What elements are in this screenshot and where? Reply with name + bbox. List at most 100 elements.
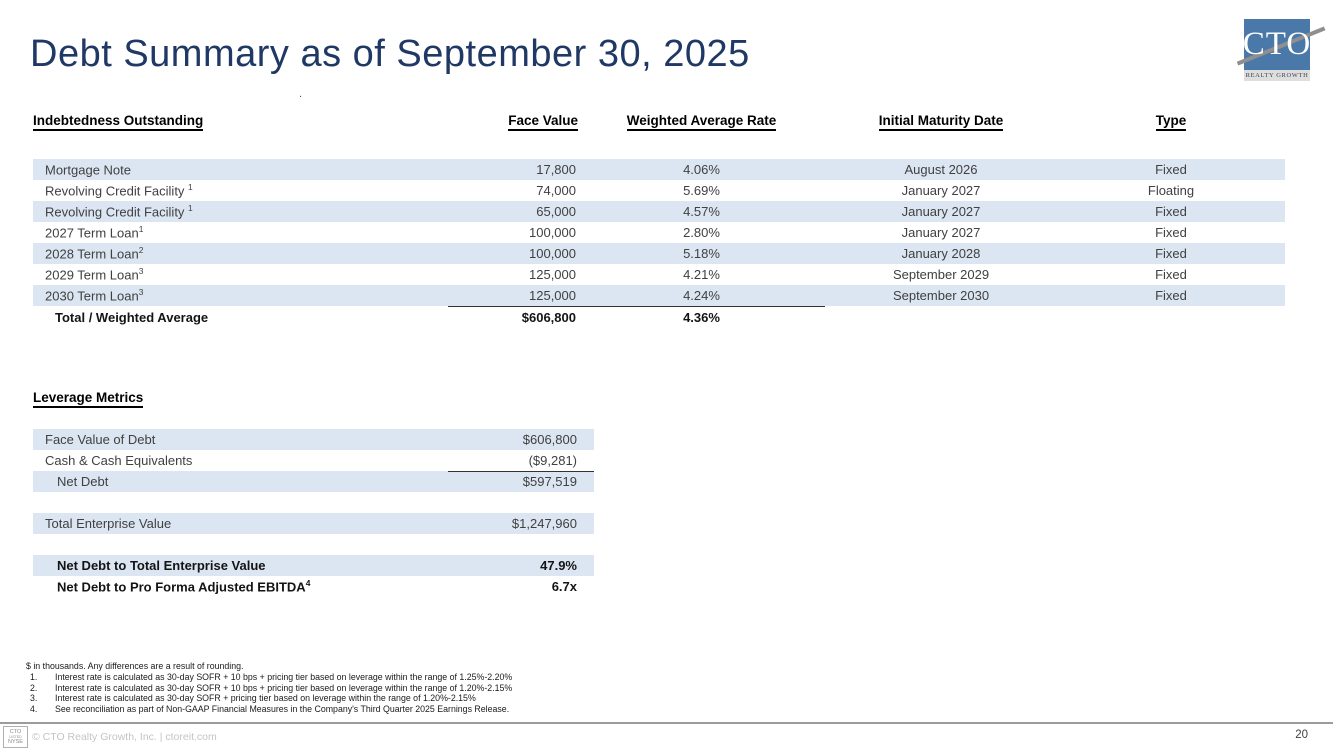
table-row: 2028 Term Loan2 100,000 5.18% January 20… xyxy=(33,243,1285,264)
cell-debt-name: 2027 Term Loan1 xyxy=(45,224,144,241)
footnote-text: Interest rate is calculated as 30-day SO… xyxy=(55,693,476,704)
table-header-row: Indebtedness Outstanding Face Value Weig… xyxy=(33,113,1285,137)
cell-face-value: 65,000 xyxy=(448,201,578,222)
cell-rate: 5.69% xyxy=(683,183,720,198)
cell-maturity: August 2026 xyxy=(825,159,1057,180)
footnote-number: 4. xyxy=(30,704,38,715)
cell-type: Fixed xyxy=(1057,201,1285,222)
page-number: 20 xyxy=(1295,729,1308,741)
total-rate: 4.36% xyxy=(683,309,720,325)
indebtedness-table: Indebtedness Outstanding Face Value Weig… xyxy=(33,113,1285,328)
table-row: Revolving Credit Facility 1 65,000 4.57%… xyxy=(33,201,1285,222)
col-header-type: Type xyxy=(1057,113,1285,137)
spacer-row xyxy=(33,492,594,513)
metric-value: ($9,281) xyxy=(448,450,594,472)
table-row: Face Value of Debt $606,800 xyxy=(33,429,594,450)
cell-type: Fixed xyxy=(1057,243,1285,264)
cell-debt-name: Revolving Credit Facility 1 xyxy=(45,182,193,199)
total-face-value: $606,800 xyxy=(521,309,576,325)
metric-value: 47.9% xyxy=(448,555,594,576)
cell-maturity: January 2027 xyxy=(825,201,1057,222)
spacer-row xyxy=(33,137,1285,159)
metric-label: Total Enterprise Value xyxy=(33,513,448,534)
footnote-text: See reconciliation as part of Non-GAAP F… xyxy=(55,704,510,715)
cell-face-value: 125,000 xyxy=(448,285,578,307)
total-row: Total / Weighted Average $606,800 4.36% xyxy=(33,306,1285,328)
copyright-text: © CTO Realty Growth, Inc. | ctoreit.com xyxy=(32,731,217,743)
cell-rate: 4.21% xyxy=(683,267,720,282)
cell-debt-name: Mortgage Note xyxy=(33,159,448,180)
cell-debt-name: 2030 Term Loan3 xyxy=(33,285,448,306)
table-row: 2027 Term Loan1 100,000 2.80% January 20… xyxy=(33,222,1285,243)
metric-value: $606,800 xyxy=(448,429,594,450)
table-row: Revolving Credit Facility 1 74,000 5.69%… xyxy=(33,180,1285,201)
footnote-item: 3. Interest rate is calculated as 30-day… xyxy=(26,693,666,704)
cell-type: Fixed xyxy=(1155,225,1187,240)
leverage-metrics-heading: Leverage Metrics xyxy=(33,390,144,408)
page-title: Debt Summary as of September 30, 2025 xyxy=(30,33,750,75)
cell-face-value: 100,000 xyxy=(529,225,576,240)
table-row: Total Enterprise Value $1,247,960 xyxy=(33,513,594,534)
footnote-item: 2. Interest rate is calculated as 30-day… xyxy=(26,683,666,694)
table-row: Net Debt $597,519 xyxy=(33,471,594,492)
cell-debt-name: 2029 Term Loan3 xyxy=(45,266,144,283)
footnote-intro: $ in thousands. Any differences are a re… xyxy=(26,661,244,671)
empty-cell xyxy=(825,306,1057,328)
leverage-metrics-table: Face Value of Debt $606,800 Cash & Cash … xyxy=(33,429,594,597)
footnotes: $ in thousands. Any differences are a re… xyxy=(26,661,666,715)
nyse-listed-badge: CTO LISTED NYSE xyxy=(3,726,28,748)
logo-acronym: CTO xyxy=(1242,26,1312,62)
metric-label: Cash & Cash Equivalents xyxy=(45,453,193,468)
col-header-indebtedness: Indebtedness Outstanding xyxy=(33,113,448,137)
cell-maturity: January 2027 xyxy=(901,183,981,198)
table-row: Net Debt to Total Enterprise Value 47.9% xyxy=(33,555,594,576)
col-header-face-value: Face Value xyxy=(448,113,578,137)
cell-maturity: January 2028 xyxy=(825,243,1057,264)
cell-type: Floating xyxy=(1147,183,1195,198)
footnote-item: 1. Interest rate is calculated as 30-day… xyxy=(26,672,666,683)
logo-strip: REALTY GROWTH xyxy=(1244,70,1310,81)
cto-logo: CTO REALTY GROWTH xyxy=(1236,19,1326,81)
spacer-row xyxy=(33,534,594,555)
cell-rate: 4.57% xyxy=(578,201,825,222)
footnote-item: 4. See reconciliation as part of Non-GAA… xyxy=(26,704,666,715)
table-row: Mortgage Note 17,800 4.06% August 2026 F… xyxy=(33,159,1285,180)
col-header-maturity: Initial Maturity Date xyxy=(825,113,1057,137)
cto-logo-square: CTO xyxy=(1236,19,1326,70)
cell-type: Fixed xyxy=(1057,285,1285,306)
badge-listed-label: LISTED xyxy=(9,734,22,739)
cell-debt-name: Revolving Credit Facility 1 xyxy=(33,201,448,222)
metric-label: Net Debt xyxy=(33,471,448,492)
cell-maturity: September 2029 xyxy=(892,267,990,282)
cell-rate: 5.18% xyxy=(578,243,825,264)
table-row: Net Debt to Pro Forma Adjusted EBITDA4 6… xyxy=(33,576,594,597)
metric-value: 6.7x xyxy=(551,579,577,594)
cell-maturity: September 2030 xyxy=(825,285,1057,306)
metric-label: Net Debt to Pro Forma Adjusted EBITDA4 xyxy=(57,578,311,595)
col-header-rate: Weighted Average Rate xyxy=(578,113,825,137)
metric-value: $597,519 xyxy=(448,471,594,492)
footnote-text: Interest rate is calculated as 30-day SO… xyxy=(55,682,513,693)
cell-face-value: 125,000 xyxy=(529,267,576,282)
stray-period: . xyxy=(299,88,303,100)
cell-face-value: 74,000 xyxy=(536,183,576,198)
footnote-text: Interest rate is calculated as 30-day SO… xyxy=(55,671,513,682)
logo-subtitle: REALTY GROWTH xyxy=(1245,72,1309,79)
table-row: Cash & Cash Equivalents ($9,281) xyxy=(33,450,594,472)
footer-bar: CTO LISTED NYSE © CTO Realty Growth, Inc… xyxy=(0,722,1333,749)
cell-rate: 4.24% xyxy=(578,285,825,307)
table-row: 2030 Term Loan3 125,000 4.24% September … xyxy=(33,285,1285,307)
badge-nyse-label: NYSE xyxy=(8,739,23,745)
cell-type: Fixed xyxy=(1155,267,1187,282)
cell-debt-name: 2028 Term Loan2 xyxy=(33,243,448,264)
badge-cto-label: CTO xyxy=(9,728,22,735)
footnote-number: 2. xyxy=(30,682,38,693)
cell-face-value: 17,800 xyxy=(448,159,578,180)
metric-value: $1,247,960 xyxy=(448,513,594,534)
cell-maturity: January 2027 xyxy=(901,225,981,240)
cell-rate: 4.06% xyxy=(578,159,825,180)
total-label: Total / Weighted Average xyxy=(55,309,209,325)
cell-type: Fixed xyxy=(1057,159,1285,180)
metric-label: Net Debt to Total Enterprise Value xyxy=(33,555,448,576)
footnote-number: 3. xyxy=(30,693,38,704)
